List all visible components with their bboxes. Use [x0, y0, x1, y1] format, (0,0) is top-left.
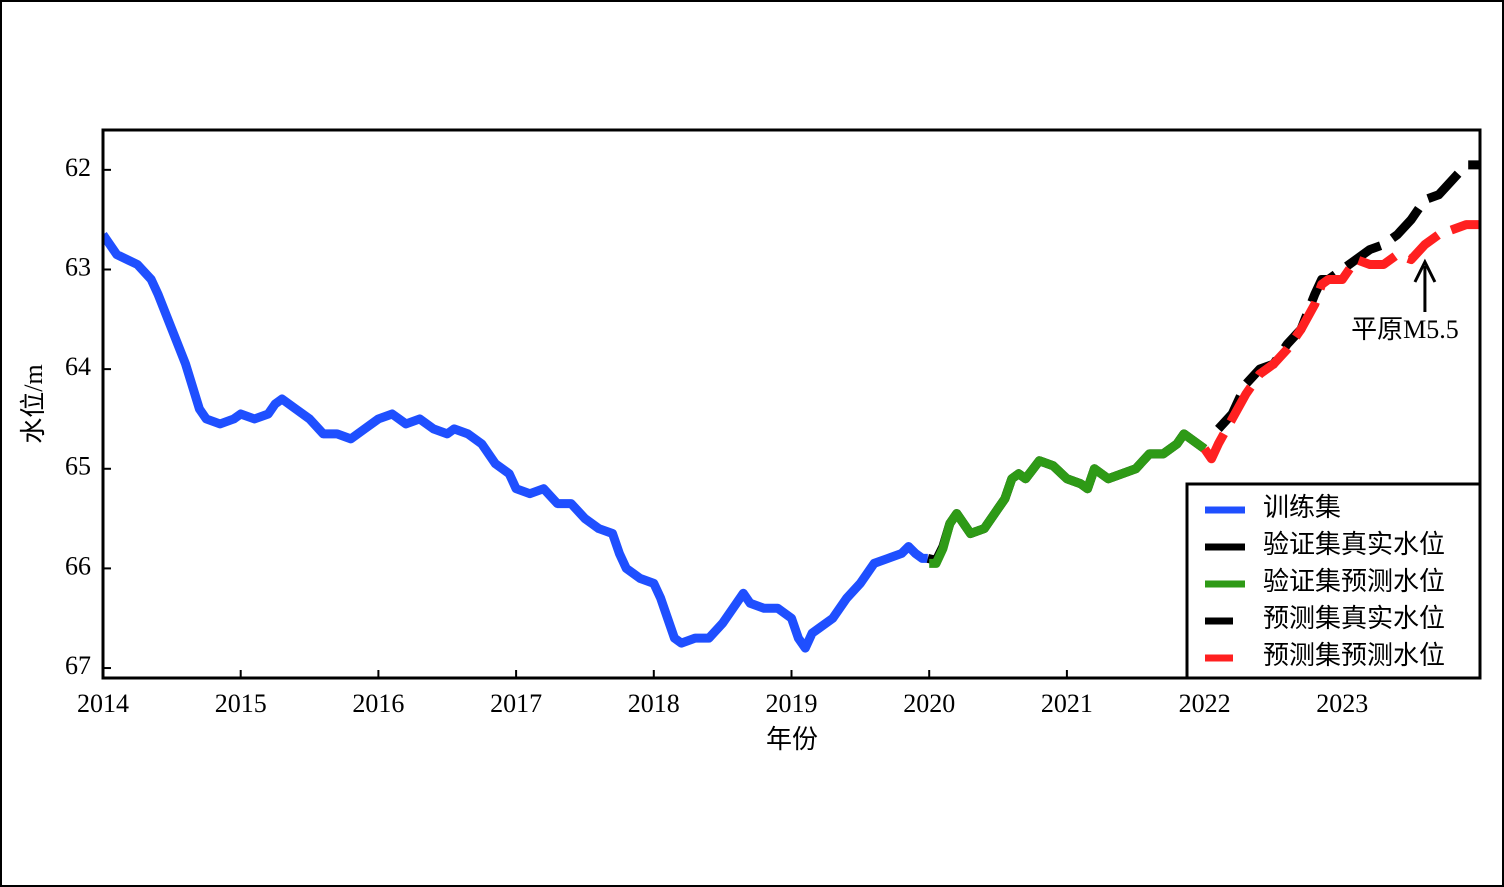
y-tick-label: 62: [65, 153, 91, 182]
x-tick-label: 2016: [352, 689, 404, 718]
legend-label: 训练集: [1263, 493, 1341, 522]
x-tick-label: 2022: [1179, 689, 1231, 718]
y-axis-label: 水位/m: [19, 364, 48, 443]
series-line: [929, 429, 1208, 568]
plot-frame: [101, 128, 1482, 680]
x-tick-label: 2018: [628, 689, 680, 718]
y-tick-label: 64: [65, 352, 91, 381]
series-line: [103, 232, 928, 653]
legend-label: 预测集真实水位: [1263, 604, 1445, 633]
y-tick-label: 63: [65, 252, 91, 281]
x-tick-label: 2015: [215, 689, 267, 718]
y-tick-label: 67: [65, 651, 91, 680]
y-tick-label: 66: [65, 551, 91, 580]
x-tick-label: 2017: [490, 689, 542, 718]
legend-label: 验证集预测水位: [1263, 567, 1445, 596]
legend-label: 验证集真实水位: [1263, 530, 1445, 559]
y-tick-label: 65: [65, 452, 91, 481]
x-tick-label: 2023: [1316, 689, 1368, 718]
annotation-arrowhead: [1413, 258, 1437, 283]
x-axis-label: 年份: [766, 725, 818, 754]
series-line: [1200, 220, 1480, 464]
x-tick-label: 2020: [903, 689, 955, 718]
annotation: 平原M5.5: [1351, 315, 1459, 344]
x-tick-label: 2021: [1041, 689, 1093, 718]
legend-label: 预测集预测水位: [1263, 641, 1445, 670]
x-tick-label: 2014: [77, 689, 129, 718]
x-tick-label: 2019: [766, 689, 818, 718]
